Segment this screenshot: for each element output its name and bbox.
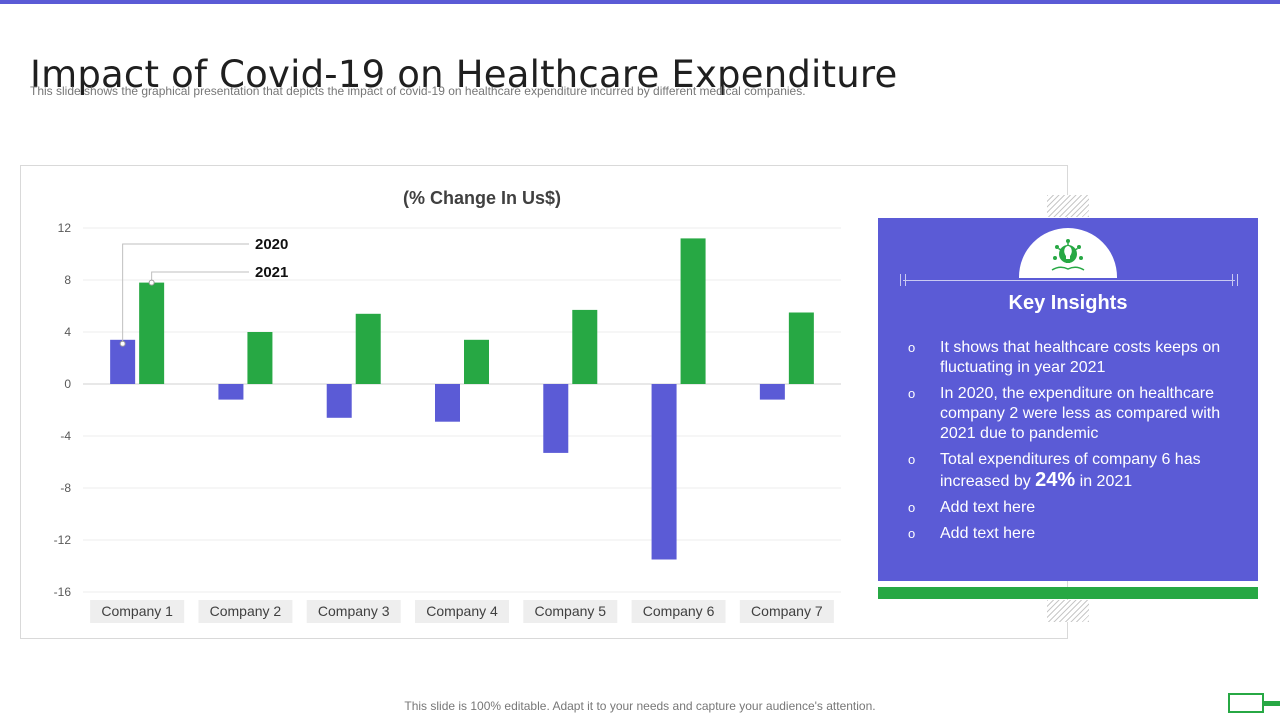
top-accent-bar [0,0,1280,4]
bullet-circle: o [908,526,916,541]
y-tick-label: 0 [64,377,71,391]
list-item: o Add text here [908,498,1238,518]
x-tick-label: Company 7 [751,603,823,619]
insight-text: Add text here [940,499,1036,516]
legend-label-2021: 2021 [255,264,288,281]
insights-divider [903,280,1235,281]
bar-2021-4 [464,339,489,384]
legend-leader-2021 [151,271,249,283]
bar-2020-4 [435,384,460,422]
x-tick-bg [415,600,509,623]
bar-2021-2 [247,332,273,384]
bar-2021-1 [139,282,165,384]
page-subtitle: This slide shows the graphical presentat… [30,84,806,98]
bullet-circle: o [908,500,916,515]
insights-title: Key Insights [1008,292,1128,314]
x-tick-label: Company 2 [210,603,282,619]
bar-2021-5 [572,309,598,384]
chart-title: (% Change In Us$) [403,188,561,208]
bar-chart: (% Change In Us$) 12 8 4 0 -4 -8 -12 -16 Company … [54,188,841,623]
corner-decoration-line [1264,701,1280,706]
virus-lightbulb-icon [1051,239,1085,271]
bar-2020-6 [651,384,677,560]
insight-text: Total expenditures of company 6 has incr… [940,451,1201,490]
bullet-circle: o [908,452,916,467]
bar-2020-2 [218,384,244,400]
x-tick-label: Company 6 [643,603,715,619]
insight-text-suffix: in 2021 [1079,473,1133,490]
insight-text: In 2020, the expenditure on healthcare c… [940,385,1221,442]
bar-2021-3 [355,313,381,384]
divider-end-right [1232,274,1238,286]
list-item: o Total expenditures of company 6 has inc… [908,450,1238,492]
bar-2020-3 [326,384,352,418]
bar-2021-6 [680,238,706,384]
y-tick-label: -12 [54,533,72,547]
legend-dot-2020 [119,340,126,347]
insight-text: Add text here [940,525,1036,542]
x-tick-bg [90,600,185,623]
bullet-circle: o [908,340,916,355]
insight-highlight-value: 24% [1035,469,1076,491]
list-item: o Add text here [908,524,1238,544]
bar-2020-1 [110,339,136,384]
x-tick-bg [631,600,726,623]
legend-dot-2021 [148,279,155,286]
insight-text: It shows that healthcare costs keeps on … [940,339,1221,376]
footer-note: This slide is 100% editable. Adapt it to… [404,699,876,713]
x-tick-label: Company 4 [426,603,498,619]
hatch-decoration-top [1047,195,1089,217]
y-tick-label: -8 [60,481,71,495]
bar-2020-7 [759,384,785,400]
y-tick-label: 12 [58,221,72,235]
list-item: o It shows that healthcare costs keeps on… [908,338,1238,378]
y-tick-label: 8 [64,273,71,287]
x-tick-bg [198,600,293,623]
x-tick-label: Company 5 [534,603,606,619]
panel-green-bar [878,587,1258,599]
x-tick-bg [739,600,834,623]
insights-list: o It shows that healthcare costs keeps on… [908,338,1238,550]
y-tick-label: 4 [64,325,71,339]
x-tick-label: Company 1 [101,603,173,619]
y-tick-label: -16 [54,585,72,599]
x-tick-label: Company 3 [318,603,390,619]
corner-decoration-box [1228,693,1264,713]
bullet-circle: o [908,386,916,401]
key-insights-panel [878,218,1258,581]
legend-leader-2020 [122,243,249,344]
x-tick-bg [523,600,618,623]
page-title: Impact of Covid-19 on Healthcare Expendi… [30,52,898,96]
x-tick-bg [306,600,401,623]
bar-2020-5 [543,384,569,453]
list-item: o In 2020, the expenditure on healthcare … [908,384,1238,444]
divider-end-left [900,274,906,286]
legend-label-2020: 2020 [255,236,288,253]
bar-2021-7 [788,312,814,384]
y-tick-label: -4 [60,429,71,443]
hatch-decoration-bottom [1047,600,1089,622]
